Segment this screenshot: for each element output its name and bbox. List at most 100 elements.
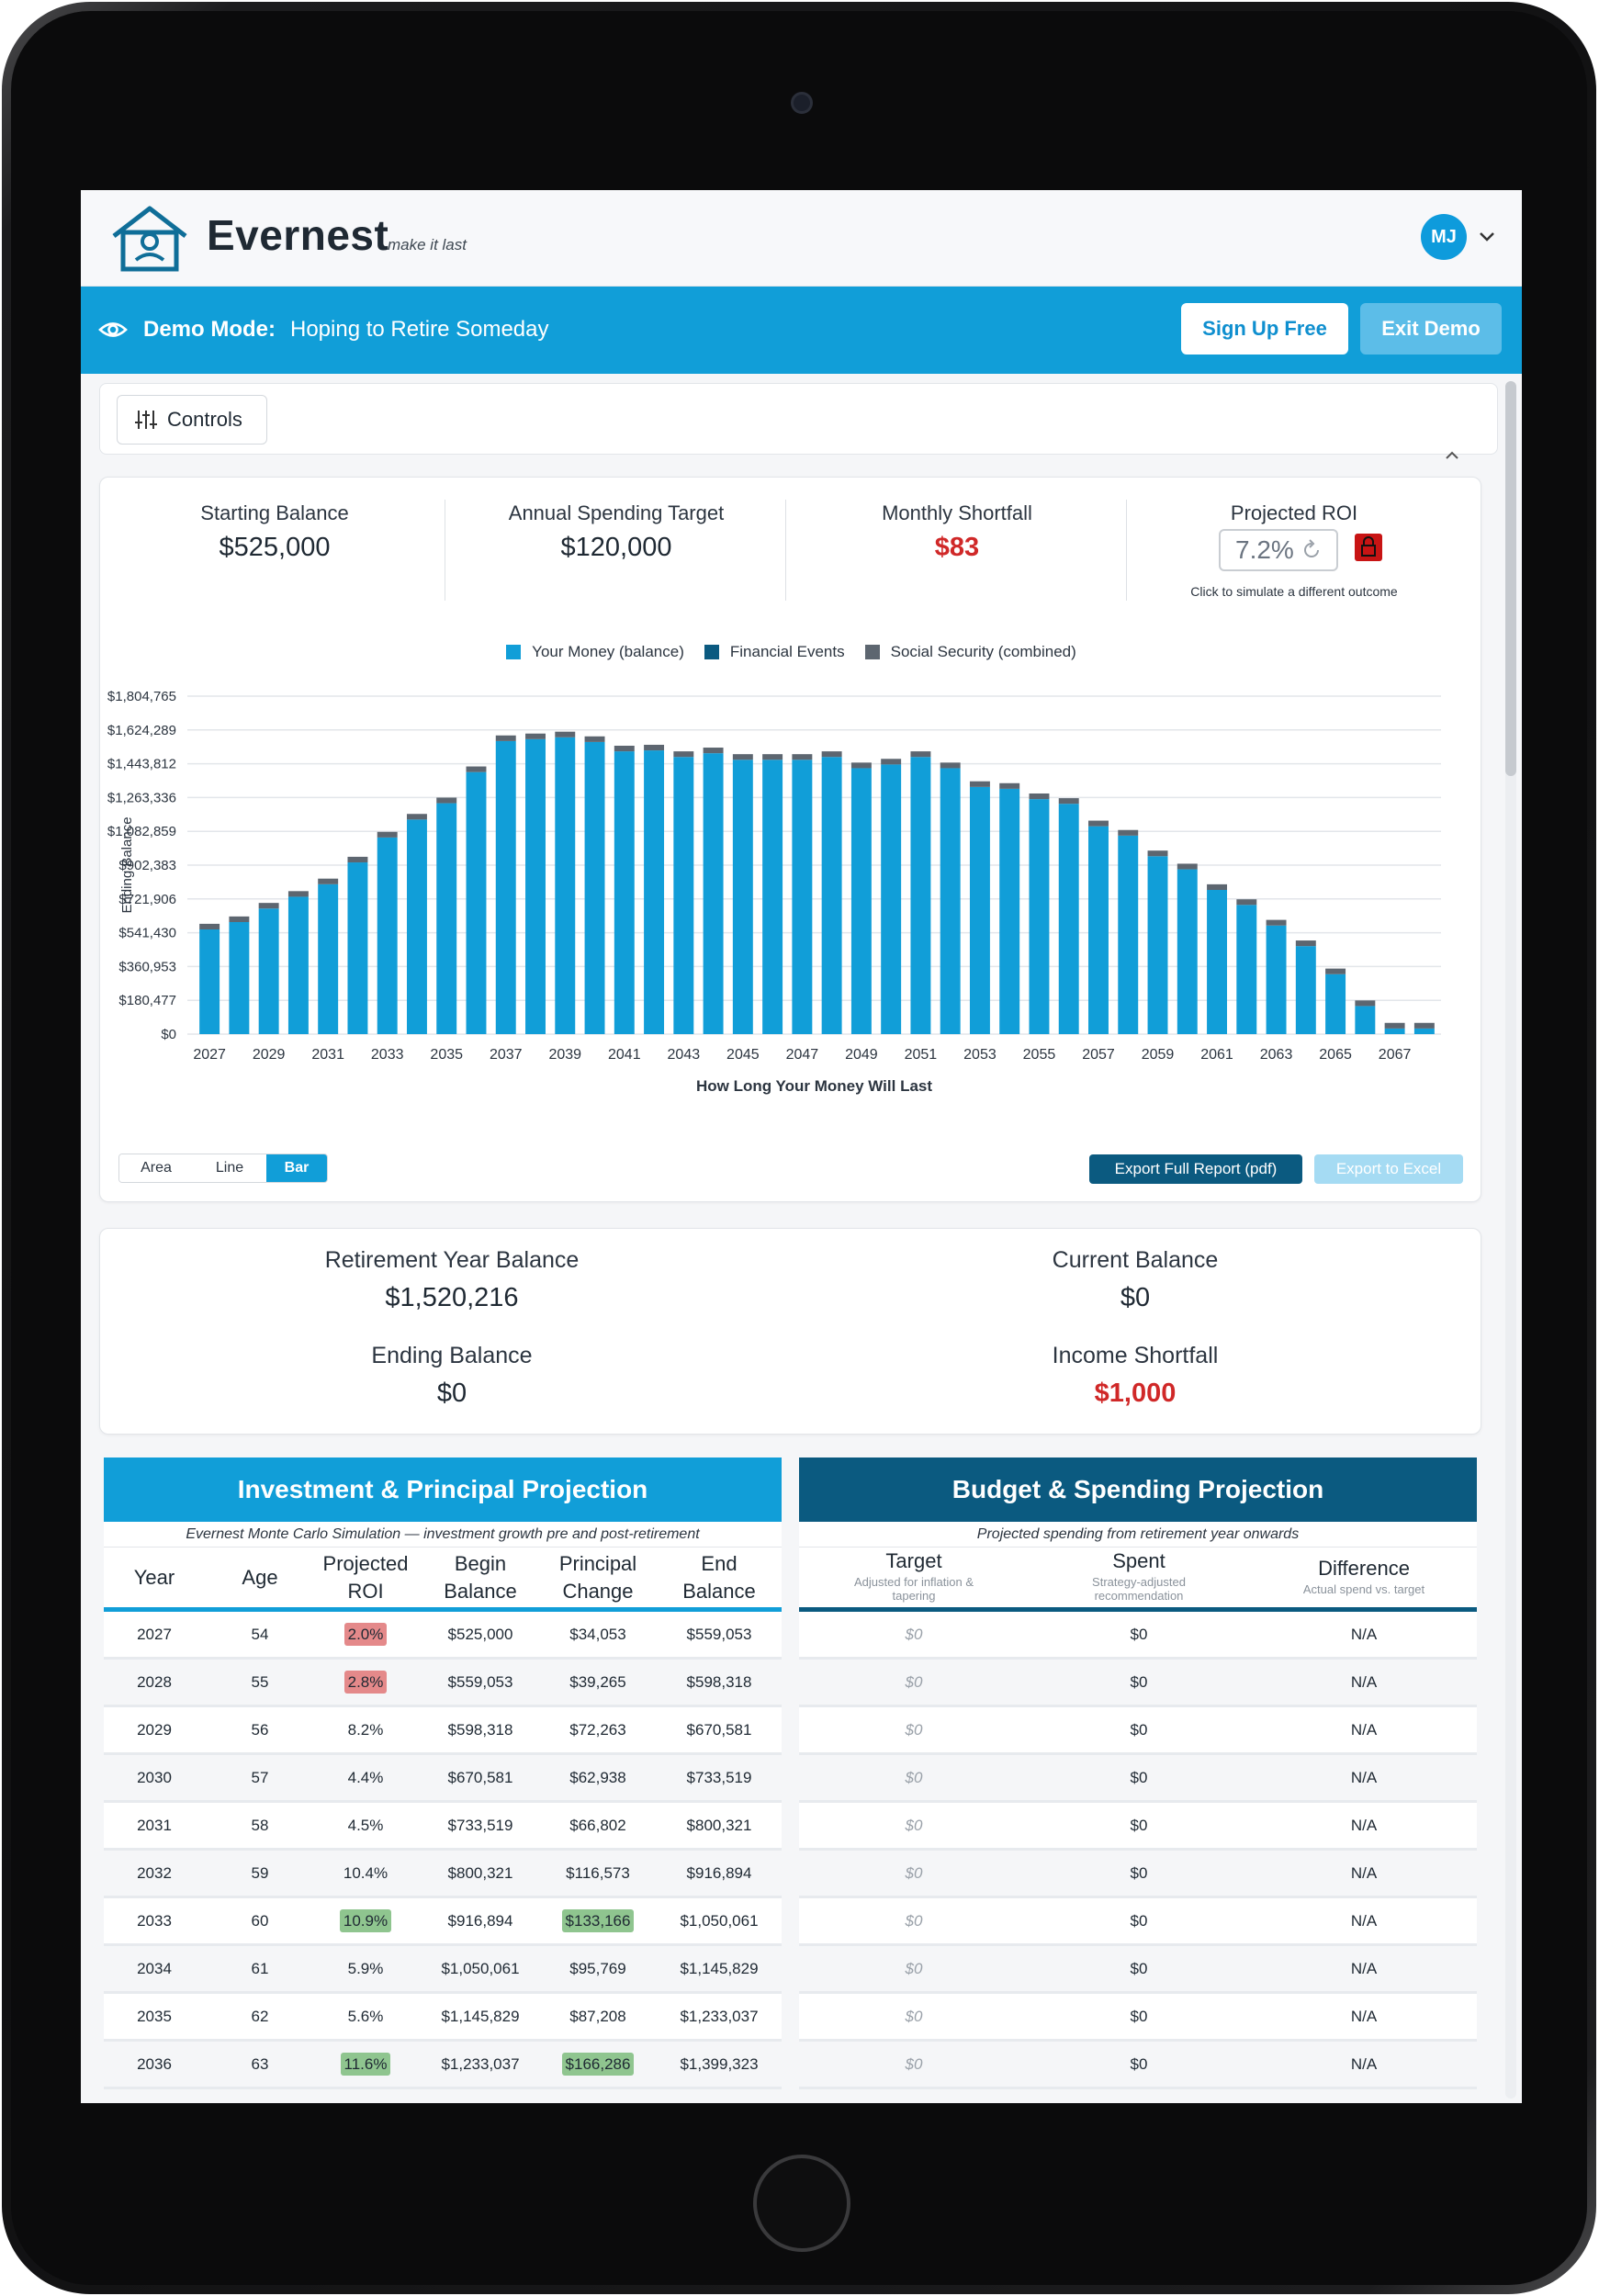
bar-social-security (703, 748, 724, 754)
cell-begin: $559,053 (447, 1673, 513, 1691)
bar-social-security (1088, 820, 1109, 827)
table-row: $0 $0 N/A (799, 2042, 1477, 2089)
demo-mode-label: Demo Mode: (143, 317, 276, 342)
bar-balance (1355, 1006, 1376, 1034)
cell-year: 2030 (137, 1769, 172, 1786)
bar-social-security (347, 856, 368, 863)
cell-wrap-begin: $1,233,037 (430, 2055, 531, 2074)
y-tick-label: $1,624,289 (107, 723, 176, 738)
bar-balance (703, 753, 724, 1034)
cell-begin: $916,894 (447, 1912, 513, 1930)
bar-balance (1088, 826, 1109, 1034)
bar-social-security (999, 782, 1020, 789)
chart-type-area[interactable]: Area (119, 1154, 193, 1182)
cell-roi: 4.5% (347, 1817, 384, 1834)
col-begin-line1: Begin (454, 1552, 507, 1575)
legend-item-social-security[interactable]: Social Security (combined) (864, 643, 1076, 661)
cell-wrap-roi: 5.9% (315, 1960, 416, 1978)
bar-social-security (1295, 940, 1316, 947)
bar-social-security (940, 762, 961, 769)
stat-label: Annual Spending Target (508, 501, 725, 524)
scrollbar-thumb[interactable] (1505, 381, 1516, 776)
x-tick-label: 2029 (253, 1047, 286, 1063)
summary-card: Retirement Year Balance $1,520,216 Curre… (99, 1228, 1481, 1435)
home-button[interactable] (753, 2155, 850, 2252)
x-tick-label: 2033 (371, 1047, 404, 1063)
cell-diff: N/A (1350, 1912, 1378, 1930)
bar-social-security (1325, 968, 1346, 974)
x-tick-label: 2041 (608, 1047, 641, 1063)
col-difference: Difference Actual spend vs. target (1267, 1555, 1460, 1596)
chart-type-bar[interactable]: Bar (266, 1154, 327, 1182)
col-target-note-1: Adjusted for inflation & (853, 1575, 974, 1589)
cell-wrap-age: 62 (232, 2008, 287, 2026)
legend-item-events[interactable]: Financial Events (704, 643, 845, 661)
scrollbar[interactable] (1505, 381, 1516, 2099)
col-diff-note: Actual spend vs. target (1302, 1582, 1425, 1596)
cell-wrap-end: $670,581 (664, 1721, 774, 1739)
exit-demo-button[interactable]: Exit Demo (1360, 303, 1502, 355)
x-tick-label: 2059 (1142, 1047, 1175, 1063)
legend-item-balance[interactable]: Your Money (balance) (506, 643, 684, 661)
cell-wrap-roi: 2.0% (315, 1623, 416, 1646)
cell-wrap-year: 2034 (122, 1960, 186, 1978)
cell-begin: $1,145,829 (441, 2008, 520, 2025)
col-target-note-2: tapering (892, 1589, 936, 1603)
sign-up-button[interactable]: Sign Up Free (1181, 303, 1348, 355)
bar-social-security (318, 878, 339, 884)
cell-change: $116,573 (566, 1864, 630, 1882)
controls-panel: Controls (99, 383, 1498, 455)
cell-wrap-roi: 8.2% (315, 1721, 416, 1739)
chevron-up-icon[interactable] (1442, 445, 1462, 466)
cell-change: $95,769 (569, 1960, 626, 1977)
cell-diff: N/A (1350, 1626, 1378, 1643)
chevron-down-icon[interactable] (1475, 225, 1499, 249)
cell-roi: 2.8% (343, 1671, 388, 1694)
cell-wrap-end: $1,145,829 (664, 1960, 774, 1978)
cell-wrap-begin: $670,581 (430, 1769, 531, 1787)
export-excel-button[interactable]: Export to Excel (1314, 1154, 1463, 1184)
refresh-icon[interactable] (1300, 538, 1323, 562)
cell-target: $0 (905, 1626, 923, 1643)
bar-balance (495, 740, 516, 1034)
lock-icon[interactable] (1355, 534, 1382, 561)
user-avatar[interactable]: MJ (1421, 214, 1467, 260)
table-row: 2030 57 4.4% $670,581 $62,938 $733,519 (104, 1755, 782, 1803)
bar-balance (999, 788, 1020, 1034)
col-year: Year (133, 1566, 175, 1589)
col-age: Age (242, 1566, 278, 1589)
table-row: $0 $0 N/A (799, 1612, 1477, 1660)
bar-balance (347, 862, 368, 1034)
cell-target: $0 (905, 2055, 923, 2073)
y-tick-label: $1,443,812 (107, 757, 176, 772)
stat-label: Monthly Shortfall (882, 501, 1032, 524)
table-row: $0 $0 N/A (799, 1851, 1477, 1898)
chart-type-line[interactable]: Line (193, 1154, 266, 1182)
col-target-label: Target (885, 1549, 942, 1572)
cell-wrap-change: $116,573 (543, 1864, 653, 1883)
cell-wrap-roi: 11.6% (315, 2053, 416, 2076)
budget-table-title: Budget & Spending Projection (799, 1458, 1477, 1522)
cell-roi: 5.9% (347, 1960, 384, 1977)
y-tick-label: $0 (161, 1027, 176, 1042)
cell-target: $0 (905, 2008, 923, 2025)
demo-banner: Demo Mode: Hoping to Retire Someday Sign… (81, 287, 1522, 374)
export-pdf-button[interactable]: Export Full Report (pdf) (1089, 1154, 1302, 1184)
cell-wrap-begin: $1,145,829 (430, 2008, 531, 2026)
cell-year: 2032 (137, 1864, 172, 1882)
cell-wrap-end: $598,318 (664, 1673, 774, 1692)
cell-wrap-change: $133,166 (543, 1909, 653, 1932)
col-spent-label: Spent (1112, 1549, 1165, 1572)
cell-target: $0 (905, 1960, 923, 1977)
cell-wrap-age: 56 (232, 1721, 287, 1739)
col-target: Target Adjusted for inflation & tapering (817, 1548, 1010, 1603)
cell-wrap-change: $34,053 (543, 1626, 653, 1644)
brand-name: Evernest (207, 211, 389, 259)
cell-wrap-begin: $733,519 (430, 1817, 531, 1835)
controls-button[interactable]: Controls (117, 395, 267, 445)
cell-wrap-change: $95,769 (543, 1960, 653, 1978)
cell-spent: $0 (1130, 2008, 1148, 2025)
cell-wrap-end: $1,233,037 (664, 2008, 774, 2026)
cell-year: 2036 (137, 2055, 172, 2073)
cell-end: $1,050,061 (680, 1912, 759, 1930)
